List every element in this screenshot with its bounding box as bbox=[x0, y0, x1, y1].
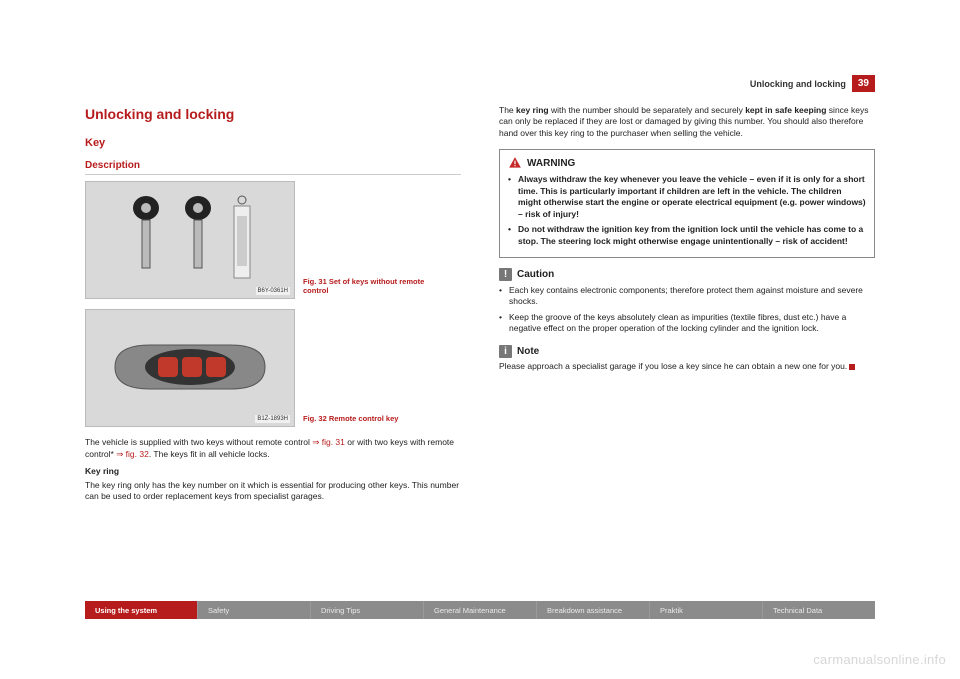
nav-tab-technical-data[interactable]: Technical Data bbox=[763, 601, 875, 619]
text: Always withdraw the key whenever you lea… bbox=[518, 174, 866, 220]
figure-31: B6Y-0361H bbox=[85, 181, 295, 299]
heading-2: Key bbox=[85, 136, 461, 151]
warning-title: WARNING bbox=[527, 157, 575, 171]
nav-tab-driving-tips[interactable]: Driving Tips bbox=[311, 601, 424, 619]
warning-head: WARNING bbox=[508, 156, 866, 170]
text: Each key contains electronic components;… bbox=[509, 285, 875, 308]
caution-list: •Each key contains electronic components… bbox=[499, 285, 875, 335]
body-paragraph: The vehicle is supplied with two keys wi… bbox=[85, 437, 461, 460]
warning-icon bbox=[508, 156, 522, 170]
note-icon: i bbox=[499, 345, 512, 358]
section-title: Unlocking and locking bbox=[750, 79, 846, 89]
keyring-tag-icon bbox=[231, 194, 253, 287]
text: with the number should be separately and… bbox=[549, 105, 746, 115]
nav-label: Driving Tips bbox=[321, 606, 360, 615]
caution-head: ! Caution bbox=[499, 268, 875, 282]
bullet-icon: • bbox=[508, 174, 518, 220]
figure-ref: ⇒ fig. 32 bbox=[116, 449, 149, 459]
caution-title: Caution bbox=[517, 268, 554, 282]
text: The bbox=[499, 105, 516, 115]
nav-label: Praktik bbox=[660, 606, 683, 615]
keys-illustration bbox=[127, 194, 253, 287]
text: Do not withdraw the ignition key from th… bbox=[518, 224, 866, 247]
caution-icon: ! bbox=[499, 268, 512, 281]
caution-item: •Keep the groove of the keys absolutely … bbox=[499, 312, 875, 335]
figure-code: B6Y-0361H bbox=[256, 287, 290, 295]
key-icon bbox=[127, 194, 165, 277]
text: . The keys fit in all vehicle locks. bbox=[149, 449, 270, 459]
nav-label: Using the system bbox=[95, 606, 157, 615]
watermark: carmanualsonline.info bbox=[813, 652, 946, 667]
nav-tab-safety[interactable]: Safety bbox=[198, 601, 311, 619]
running-head: Unlocking and locking 39 bbox=[750, 75, 875, 92]
figure-ref: ⇒ fig. 31 bbox=[312, 437, 345, 447]
bottom-nav: Using the system Safety Driving Tips Gen… bbox=[85, 601, 875, 619]
right-column: The key ring with the number should be s… bbox=[499, 105, 875, 509]
text: Please approach a specialist garage if y… bbox=[499, 361, 847, 371]
nav-tab-using-the-system[interactable]: Using the system bbox=[85, 601, 198, 619]
heading-3: Description bbox=[85, 159, 461, 176]
nav-label: Technical Data bbox=[773, 606, 822, 615]
note-head: i Note bbox=[499, 345, 875, 359]
bullet-icon: • bbox=[499, 285, 509, 308]
figure-31-caption: Fig. 31 Set of keys without remote contr… bbox=[303, 277, 443, 299]
bullet-icon: • bbox=[508, 224, 518, 247]
figure-32-caption: Fig. 32 Remote control key bbox=[303, 414, 443, 427]
left-column: Unlocking and locking Key Description bbox=[85, 105, 461, 509]
warning-item: •Always withdraw the key whenever you le… bbox=[508, 174, 866, 220]
heading-1: Unlocking and locking bbox=[85, 105, 461, 124]
bullet-icon: • bbox=[499, 312, 509, 335]
subheading: Key ring bbox=[85, 466, 461, 477]
nav-label: Breakdown assistance bbox=[547, 606, 622, 615]
warning-item: •Do not withdraw the ignition key from t… bbox=[508, 224, 866, 247]
warning-list: •Always withdraw the key whenever you le… bbox=[508, 174, 866, 247]
body-paragraph: The key ring with the number should be s… bbox=[499, 105, 875, 139]
nav-label: Safety bbox=[208, 606, 229, 615]
page-number: 39 bbox=[852, 75, 875, 92]
note-text: Please approach a specialist garage if y… bbox=[499, 361, 875, 372]
figure-31-block: B6Y-0361H Fig. 31 Set of keys without re… bbox=[85, 181, 461, 299]
text: Keep the groove of the keys absolutely c… bbox=[509, 312, 875, 335]
bold-text: key ring bbox=[516, 105, 549, 115]
caution-item: •Each key contains electronic components… bbox=[499, 285, 875, 308]
manual-page: Unlocking and locking 39 Unlocking and l… bbox=[0, 0, 960, 679]
nav-label: General Maintenance bbox=[434, 606, 506, 615]
figure-32: B1Z-1893H bbox=[85, 309, 295, 427]
text: The vehicle is supplied with two keys wi… bbox=[85, 437, 312, 447]
nav-tab-general-maintenance[interactable]: General Maintenance bbox=[424, 601, 537, 619]
body-paragraph: The key ring only has the key number on … bbox=[85, 480, 461, 503]
content-columns: Unlocking and locking Key Description bbox=[85, 105, 875, 509]
warning-box: WARNING •Always withdraw the key wheneve… bbox=[499, 149, 875, 258]
figure-code: B1Z-1893H bbox=[255, 415, 290, 423]
figure-32-block: B1Z-1893H Fig. 32 Remote control key bbox=[85, 309, 461, 427]
bold-text: kept in safe keeping bbox=[745, 105, 826, 115]
key-icon bbox=[179, 194, 217, 277]
note-title: Note bbox=[517, 345, 539, 359]
remote-key-icon bbox=[110, 337, 270, 400]
end-marker-icon bbox=[849, 364, 855, 370]
nav-tab-breakdown-assistance[interactable]: Breakdown assistance bbox=[537, 601, 650, 619]
nav-tab-praktik[interactable]: Praktik bbox=[650, 601, 763, 619]
